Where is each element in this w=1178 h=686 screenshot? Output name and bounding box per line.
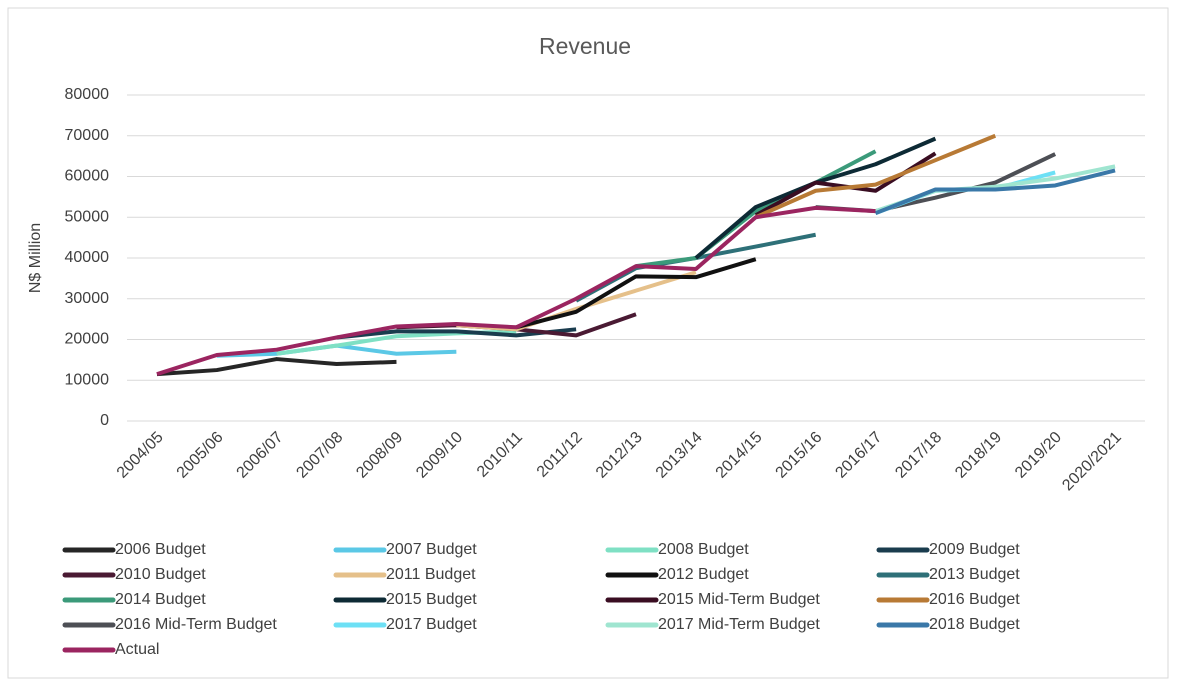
y-tick-label: 60000 [65,168,110,185]
y-tick-label: 40000 [65,249,110,266]
legend-label: 2015 Budget [386,591,477,608]
legend-label: 2009 Budget [929,541,1020,558]
y-tick-label: 10000 [65,371,110,388]
series-line [754,133,997,220]
legend-label: 2016 Mid-Term Budget [115,616,277,633]
legend-label: 2016 Budget [929,591,1020,608]
series-line [874,168,1116,216]
legend-label: 2006 Budget [115,541,206,558]
series-line [635,149,877,269]
series-line [336,327,577,340]
y-tick-label: 50000 [65,208,110,225]
chart-border [7,7,1169,679]
series-line [515,257,757,330]
legend-label: 2013 Budget [929,566,1020,583]
y-tick-label: 70000 [65,127,110,144]
legend-label: 2014 Budget [115,591,206,608]
y-tick-label: 0 [100,412,109,429]
legend-label: 2015 Mid-Term Budget [658,591,820,608]
series-line [156,205,876,377]
legend-label: Actual [115,641,159,658]
legend-label: 2018 Budget [929,616,1020,633]
legend-label: 2010 Budget [115,566,206,583]
chart-title: Revenue [539,33,631,59]
y-axis-title: N$ Million [27,223,44,293]
y-tick-label: 30000 [65,290,110,307]
series-line [156,357,397,377]
y-tick-label: 80000 [65,86,110,103]
legend-label: 2007 Budget [386,541,477,558]
legend-label: 2008 Budget [658,541,749,558]
y-tick-label: 20000 [65,331,110,348]
legend-label: 2011 Budget [386,566,476,583]
legend-label: 2012 Budget [658,566,749,583]
legend-label: 2017 Mid-Term Budget [658,616,820,633]
legend-label: 2017 Budget [386,616,477,633]
